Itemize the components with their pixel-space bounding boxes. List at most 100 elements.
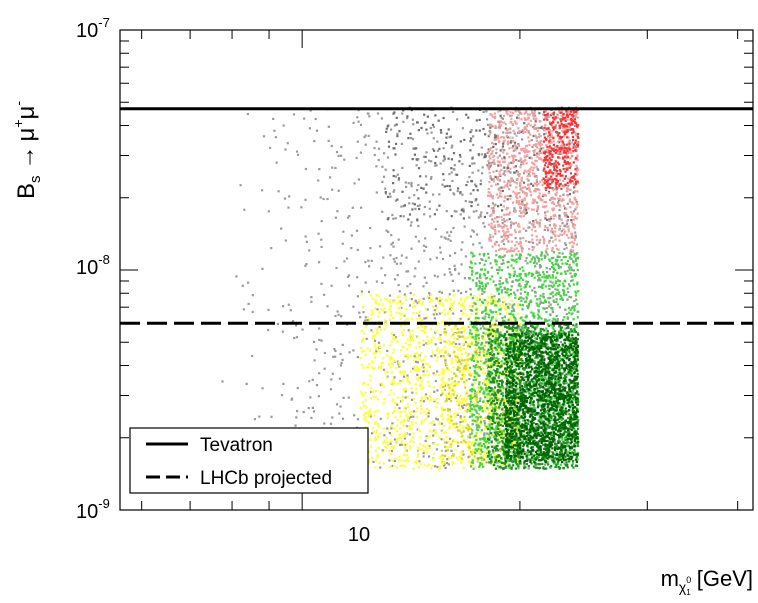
scatter-point	[368, 115, 371, 118]
scatter-point	[499, 149, 502, 152]
scatter-point	[474, 338, 477, 341]
scatter-point	[310, 296, 313, 299]
scatter-point	[397, 340, 400, 343]
scatter-point	[446, 407, 450, 411]
scatter-point	[569, 272, 572, 275]
scatter-point	[528, 183, 531, 186]
scatter-point	[441, 392, 444, 395]
scatter-point	[478, 366, 481, 369]
scatter-point	[506, 109, 509, 113]
scatter-point	[568, 122, 571, 125]
scatter-point	[407, 218, 410, 221]
scatter-point	[544, 214, 547, 217]
scatter-point	[546, 247, 549, 250]
scatter-point	[531, 248, 534, 252]
scatter-point	[406, 354, 409, 357]
scatter-point	[470, 330, 473, 333]
scatter-point	[410, 410, 413, 414]
scatter-point	[510, 299, 513, 302]
scatter-point	[494, 243, 497, 246]
scatter-point	[387, 195, 390, 198]
scatter-point	[401, 112, 404, 115]
scatter-point	[406, 317, 409, 320]
scatter-point	[451, 462, 454, 466]
scatter-point	[519, 112, 522, 115]
scatter-point	[387, 230, 390, 233]
scatter-point	[493, 138, 496, 141]
scatter-point	[546, 226, 549, 230]
scatter-point	[460, 335, 463, 338]
scatter-point	[450, 171, 453, 174]
scatter-point	[547, 135, 550, 138]
scatter-point	[318, 327, 321, 330]
scatter-point	[564, 116, 567, 119]
scatter-point	[452, 327, 455, 330]
scatter-point	[504, 308, 507, 311]
scatter-point	[371, 426, 374, 429]
scatter-point	[525, 129, 528, 132]
scatter-point	[503, 449, 506, 452]
scatter-point	[532, 115, 535, 118]
scatter-point	[426, 115, 429, 118]
scatter-point	[440, 394, 443, 397]
scatter-point	[418, 314, 421, 317]
scatter-point	[400, 142, 403, 145]
scatter-point	[536, 298, 539, 301]
scatter-point	[571, 128, 574, 131]
scatter-point	[507, 304, 510, 307]
scatter-point	[522, 368, 526, 372]
scatter-point	[475, 210, 478, 213]
scatter-point	[518, 401, 521, 404]
scatter-point	[485, 355, 488, 358]
scatter-point	[419, 175, 422, 178]
scatter-point	[525, 229, 528, 232]
scatter-point	[364, 326, 367, 329]
scatter-point	[483, 348, 486, 351]
scatter-point	[550, 139, 553, 142]
scatter-point	[568, 147, 571, 150]
scatter-point	[501, 289, 504, 292]
scatter-point	[408, 304, 412, 307]
scatter-point	[475, 352, 478, 355]
scatter-point	[494, 317, 497, 320]
scatter-point	[514, 165, 517, 168]
scatter-point	[531, 241, 535, 244]
scatter-point	[553, 178, 557, 181]
scatter-point	[364, 416, 367, 419]
scatter-point	[414, 383, 417, 386]
scatter-point	[470, 205, 473, 208]
scatter-point	[472, 306, 475, 309]
scatter-point	[487, 164, 490, 167]
scatter-point	[461, 405, 464, 408]
scatter-point	[475, 419, 478, 422]
scatter-point	[398, 300, 401, 303]
scatter-point	[386, 125, 389, 128]
scatter-point	[339, 352, 342, 356]
scatter-point	[422, 297, 425, 300]
scatter-point	[551, 240, 554, 243]
scatter-point	[497, 225, 500, 228]
scatter-point	[488, 239, 492, 242]
scatter-point	[527, 116, 530, 119]
scatter-point	[544, 422, 547, 425]
scatter-point	[570, 221, 573, 224]
scatter-point	[547, 114, 550, 117]
scatter-point	[467, 443, 470, 446]
scatter-point	[443, 432, 446, 435]
scatter-point	[420, 448, 423, 451]
scatter-point	[457, 429, 460, 432]
scatter-point	[452, 393, 455, 396]
scatter-point	[548, 154, 551, 157]
scatter-point	[385, 436, 388, 439]
scatter-point	[337, 189, 340, 192]
scatter-point	[446, 458, 449, 461]
scatter-point	[377, 349, 380, 352]
scatter-point	[410, 439, 413, 442]
scatter-point	[546, 210, 549, 213]
scatter-point	[434, 465, 437, 468]
scatter-point	[547, 229, 550, 232]
scatter-point	[457, 289, 460, 292]
scatter-point	[508, 162, 511, 165]
scatter-point	[532, 143, 535, 147]
scatter-point	[406, 416, 409, 419]
